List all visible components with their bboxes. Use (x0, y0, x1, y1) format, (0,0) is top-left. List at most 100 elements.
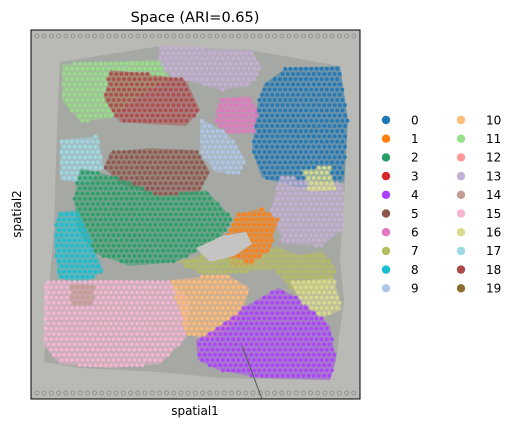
spot-cluster-15 (119, 342, 124, 347)
spot-cluster-13 (174, 66, 178, 71)
spot-cluster-2 (119, 207, 124, 212)
spot-cluster-4 (249, 352, 254, 357)
spot-cluster-2 (145, 238, 150, 243)
spot-cluster-18 (140, 92, 145, 97)
spot-cluster-15 (111, 358, 116, 362)
spot-cluster-2 (194, 233, 199, 238)
spot-cluster-7 (223, 259, 228, 264)
spot-cluster-4 (236, 337, 241, 342)
spot-cluster-2 (93, 238, 98, 243)
spot-cluster-2 (194, 212, 199, 217)
spot-cluster-0 (304, 129, 308, 134)
spot-cluster-16 (332, 290, 337, 295)
spot-cluster-13 (285, 176, 290, 180)
spot-cluster-16 (306, 290, 311, 295)
spot-cluster-8 (80, 233, 85, 238)
spot-cluster-10 (226, 306, 230, 310)
spot-cluster-15 (51, 300, 56, 305)
spot-cluster-13 (278, 181, 282, 186)
spot-cluster-18 (174, 118, 178, 123)
spot-cluster-2 (83, 196, 87, 201)
spot-cluster-15 (85, 316, 90, 321)
spot-cluster-4 (301, 311, 306, 316)
spot-cluster-16 (317, 290, 321, 295)
spot-cluster-0 (319, 87, 324, 92)
spot-cluster-2 (140, 259, 145, 264)
spot-cluster-0 (337, 165, 342, 170)
spot-cluster-15 (46, 290, 51, 295)
fiducial-dot (185, 33, 191, 39)
spot-cluster-11 (85, 66, 90, 71)
spot-cluster-7 (288, 254, 293, 258)
spot-cluster-17 (88, 144, 93, 149)
spot-cluster-4 (254, 300, 259, 305)
spot-cluster-18 (127, 108, 132, 113)
spot-cluster-0 (317, 113, 321, 118)
spot-cluster-15 (46, 332, 51, 336)
spot-cluster-15 (132, 295, 137, 300)
spot-cluster-17 (72, 176, 77, 180)
spot-cluster-15 (49, 285, 54, 290)
spot-cluster-11 (155, 72, 160, 76)
spot-cluster-18 (189, 98, 194, 102)
spot-cluster-10 (215, 295, 220, 300)
legend-marker-6 (381, 228, 391, 237)
spot-cluster-15 (127, 358, 132, 362)
spot-cluster-7 (309, 274, 314, 279)
spot-cluster-15 (111, 295, 116, 300)
spot-cluster-7 (317, 259, 321, 264)
spot-cluster-10 (236, 295, 241, 300)
spot-cluster-8 (80, 222, 85, 227)
spot-cluster-2 (210, 233, 215, 238)
spot-cluster-13 (210, 56, 215, 61)
spot-cluster-15 (93, 311, 98, 316)
spot-cluster-0 (301, 124, 306, 128)
spot-cluster-2 (202, 207, 207, 212)
spot-cluster-11 (70, 87, 74, 92)
spot-cluster-4 (280, 352, 285, 357)
spot-cluster-16 (301, 300, 306, 305)
spot-cluster-15 (70, 347, 74, 352)
spot-cluster-10 (202, 290, 207, 295)
spot-cluster-2 (210, 202, 215, 206)
spot-cluster-10 (244, 290, 249, 295)
spot-cluster-8 (62, 259, 67, 264)
spot-cluster-2 (103, 186, 108, 191)
spot-cluster-2 (168, 243, 173, 248)
spot-cluster-4 (298, 358, 303, 362)
spot-cluster-0 (306, 144, 311, 149)
spot-cluster-4 (205, 358, 210, 362)
spot-cluster-13 (291, 238, 295, 243)
spot-cluster-16 (296, 280, 301, 284)
spot-cluster-2 (184, 233, 189, 238)
spot-cluster-4 (278, 295, 282, 300)
spot-cluster-0 (272, 129, 277, 134)
spot-cluster-11 (96, 77, 100, 82)
spot-cluster-0 (332, 82, 337, 87)
spot-cluster-9 (233, 144, 238, 149)
spot-cluster-16 (332, 280, 337, 284)
spot-cluster-13 (324, 233, 329, 238)
spot-cluster-4 (265, 342, 269, 347)
spot-cluster-15 (96, 358, 100, 362)
spot-cluster-13 (215, 77, 220, 82)
spot-cluster-0 (298, 129, 303, 134)
spot-cluster-13 (226, 56, 230, 61)
spot-cluster-13 (298, 222, 303, 227)
spot-cluster-15 (114, 290, 119, 295)
spot-cluster-0 (311, 92, 316, 97)
spot-cluster-4 (244, 332, 249, 336)
spot-cluster-0 (304, 150, 308, 154)
spot-cluster-13 (252, 77, 256, 82)
fiducial-dot (250, 390, 256, 396)
fiducial-dot (156, 33, 162, 39)
spot-cluster-8 (59, 254, 64, 258)
spot-cluster-15 (72, 280, 77, 284)
spot-cluster-7 (304, 264, 308, 269)
spot-cluster-4 (205, 337, 210, 342)
spot-cluster-13 (311, 217, 316, 222)
spot-cluster-11 (135, 61, 139, 66)
spot-cluster-18 (111, 77, 116, 82)
spot-cluster-18 (174, 108, 178, 113)
